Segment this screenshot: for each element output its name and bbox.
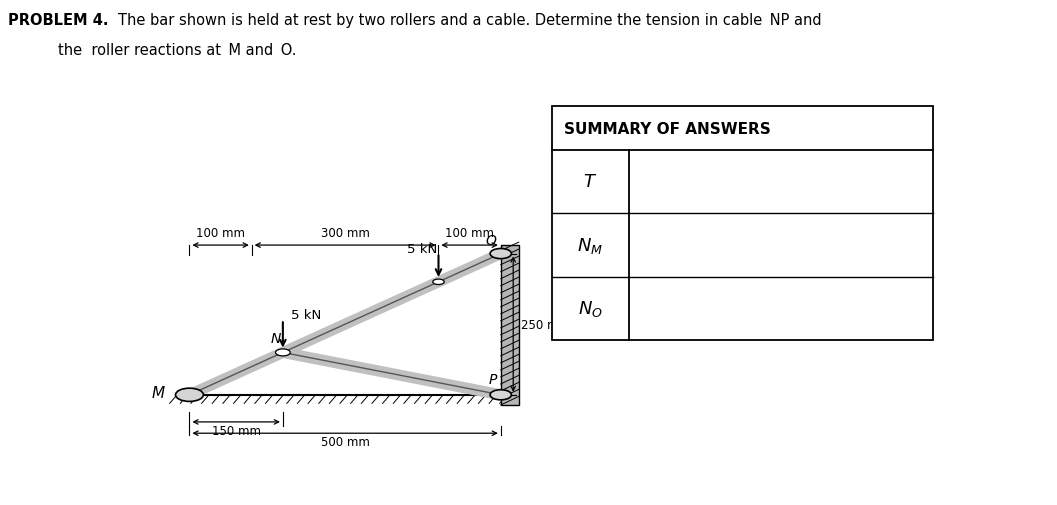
Text: 150 mm: 150 mm	[211, 424, 261, 437]
Circle shape	[490, 390, 512, 400]
Text: $N_O$: $N_O$	[578, 299, 602, 319]
Circle shape	[490, 249, 512, 259]
Text: 500 mm: 500 mm	[320, 435, 370, 448]
Text: PROBLEM 4.: PROBLEM 4.	[8, 13, 109, 28]
Text: M: M	[152, 386, 165, 400]
Circle shape	[276, 349, 291, 356]
Text: P: P	[488, 373, 497, 386]
Text: 300 mm: 300 mm	[320, 227, 370, 240]
Polygon shape	[553, 107, 933, 340]
Circle shape	[175, 388, 203, 401]
Text: O: O	[486, 233, 497, 247]
Text: the  roller reactions at  M and  O.: the roller reactions at M and O.	[58, 43, 297, 58]
Text: $N_M$: $N_M$	[577, 235, 604, 256]
Text: 5 kN: 5 kN	[291, 309, 321, 322]
Circle shape	[432, 280, 444, 285]
Text: 250 mm: 250 mm	[521, 318, 571, 331]
Text: The bar shown is held at rest by two rollers and a cable. Determine the tension : The bar shown is held at rest by two rol…	[118, 13, 822, 28]
Text: SUMMARY OF ANSWERS: SUMMARY OF ANSWERS	[563, 121, 771, 136]
Text: N: N	[271, 332, 281, 346]
Text: 100 mm: 100 mm	[197, 227, 245, 240]
Text: $T$: $T$	[583, 173, 597, 191]
Text: 5 kN: 5 kN	[407, 242, 438, 255]
Polygon shape	[501, 245, 519, 405]
Text: 100 mm: 100 mm	[445, 227, 494, 240]
